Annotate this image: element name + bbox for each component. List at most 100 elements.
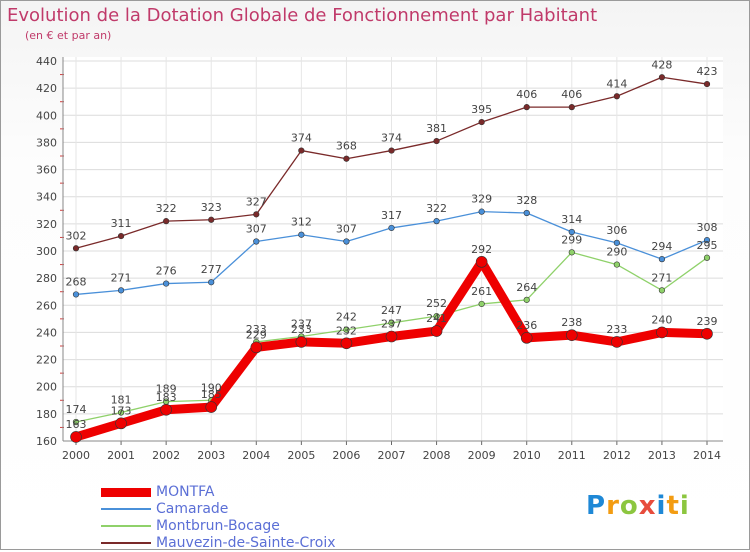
data-label: 302 [66, 229, 87, 242]
chart-subtitle: (en € et par an) [25, 29, 112, 42]
logo-letter: o [619, 491, 639, 521]
data-label: 308 [697, 221, 718, 234]
data-point [568, 104, 575, 111]
data-point [253, 238, 260, 245]
data-label: 163 [66, 418, 87, 431]
data-point [523, 104, 530, 111]
data-label: 174 [66, 403, 87, 416]
x-tick-label: 2005 [287, 449, 315, 462]
data-label: 189 [156, 383, 177, 396]
x-tick-label: 2013 [648, 449, 676, 462]
data-point [72, 418, 80, 426]
data-label: 236 [516, 319, 537, 332]
y-tick-label: 340 [36, 191, 57, 204]
data-label: 307 [246, 223, 267, 236]
data-point [430, 325, 443, 337]
data-point [478, 118, 485, 126]
y-tick-label: 400 [36, 109, 57, 122]
data-point [72, 245, 80, 252]
data-point [523, 209, 530, 217]
legend-label: MONTFA [156, 484, 215, 500]
data-label: 233 [606, 323, 627, 336]
data-point [72, 291, 80, 298]
x-tick-label: 2014 [693, 449, 721, 462]
x-tick-label: 2011 [558, 449, 586, 462]
data-point [340, 337, 353, 350]
data-label: 271 [111, 271, 132, 284]
data-label: 406 [561, 88, 582, 101]
data-label: 312 [291, 216, 312, 229]
logo-letter: i [656, 491, 667, 521]
data-label: 374 [381, 132, 402, 145]
data-label: 238 [561, 316, 582, 329]
data-label: 190 [201, 381, 222, 394]
y-tick-label: 360 [36, 164, 57, 177]
data-point [208, 279, 215, 286]
data-label: 277 [201, 263, 222, 276]
data-label: 368 [336, 140, 357, 153]
data-label: 329 [471, 193, 492, 206]
data-label: 173 [111, 404, 132, 417]
data-point [520, 332, 533, 344]
data-point [433, 313, 440, 320]
x-tick-label: 2007 [378, 449, 406, 462]
data-point [613, 93, 620, 100]
data-point [117, 409, 125, 416]
data-point [475, 256, 488, 268]
data-label: 327 [246, 195, 267, 208]
data-point [388, 319, 395, 327]
data-point [160, 403, 172, 416]
data-label: 414 [606, 77, 627, 90]
y-tick-label: 200 [36, 381, 57, 394]
data-point [613, 239, 620, 246]
plot-area [63, 57, 723, 441]
data-point [658, 287, 666, 294]
data-label: 322 [426, 202, 447, 215]
y-tick-label: 300 [36, 245, 57, 258]
data-label: 268 [66, 275, 87, 288]
data-label: 261 [471, 285, 492, 298]
data-label: 271 [651, 271, 672, 284]
x-tick-label: 2009 [468, 449, 496, 462]
data-label: 307 [336, 223, 357, 236]
data-label: 233 [291, 323, 312, 336]
data-label: 317 [381, 209, 402, 222]
data-label: 276 [156, 265, 177, 278]
data-point [250, 341, 263, 354]
data-point [658, 74, 666, 81]
x-tick-label: 2004 [242, 449, 270, 462]
data-point [343, 326, 350, 333]
x-tick-label: 2001 [107, 449, 135, 462]
x-tick-label: 2006 [332, 449, 360, 462]
y-tick-label: 420 [36, 82, 57, 95]
data-point [343, 238, 350, 245]
logo-letter: i [679, 491, 690, 521]
data-point [701, 327, 713, 340]
x-tick-label: 2010 [513, 449, 541, 462]
data-label: 292 [471, 243, 492, 256]
data-point [611, 336, 623, 348]
data-label: 240 [651, 313, 672, 326]
legend-swatch [101, 525, 151, 527]
data-point [568, 249, 575, 256]
data-label: 237 [291, 318, 312, 331]
data-point [656, 326, 668, 339]
legend-label: Montbrun-Bocage [156, 518, 280, 534]
logo-letter: x [638, 491, 657, 521]
y-tick-label: 440 [36, 55, 57, 68]
data-label: 323 [201, 201, 222, 214]
data-label: 290 [606, 246, 627, 259]
data-label: 183 [156, 391, 177, 404]
data-label: 239 [697, 315, 718, 328]
data-point [163, 218, 170, 225]
data-point [703, 237, 711, 244]
y-tick-label: 280 [36, 272, 57, 285]
legend-swatch [101, 508, 151, 510]
logo-letter: r [606, 491, 620, 521]
chart-title: Evolution de la Dotation Globale de Fonc… [7, 5, 598, 26]
y-tick-label: 260 [36, 299, 57, 312]
data-point [385, 330, 398, 343]
data-label: 241 [426, 312, 447, 325]
